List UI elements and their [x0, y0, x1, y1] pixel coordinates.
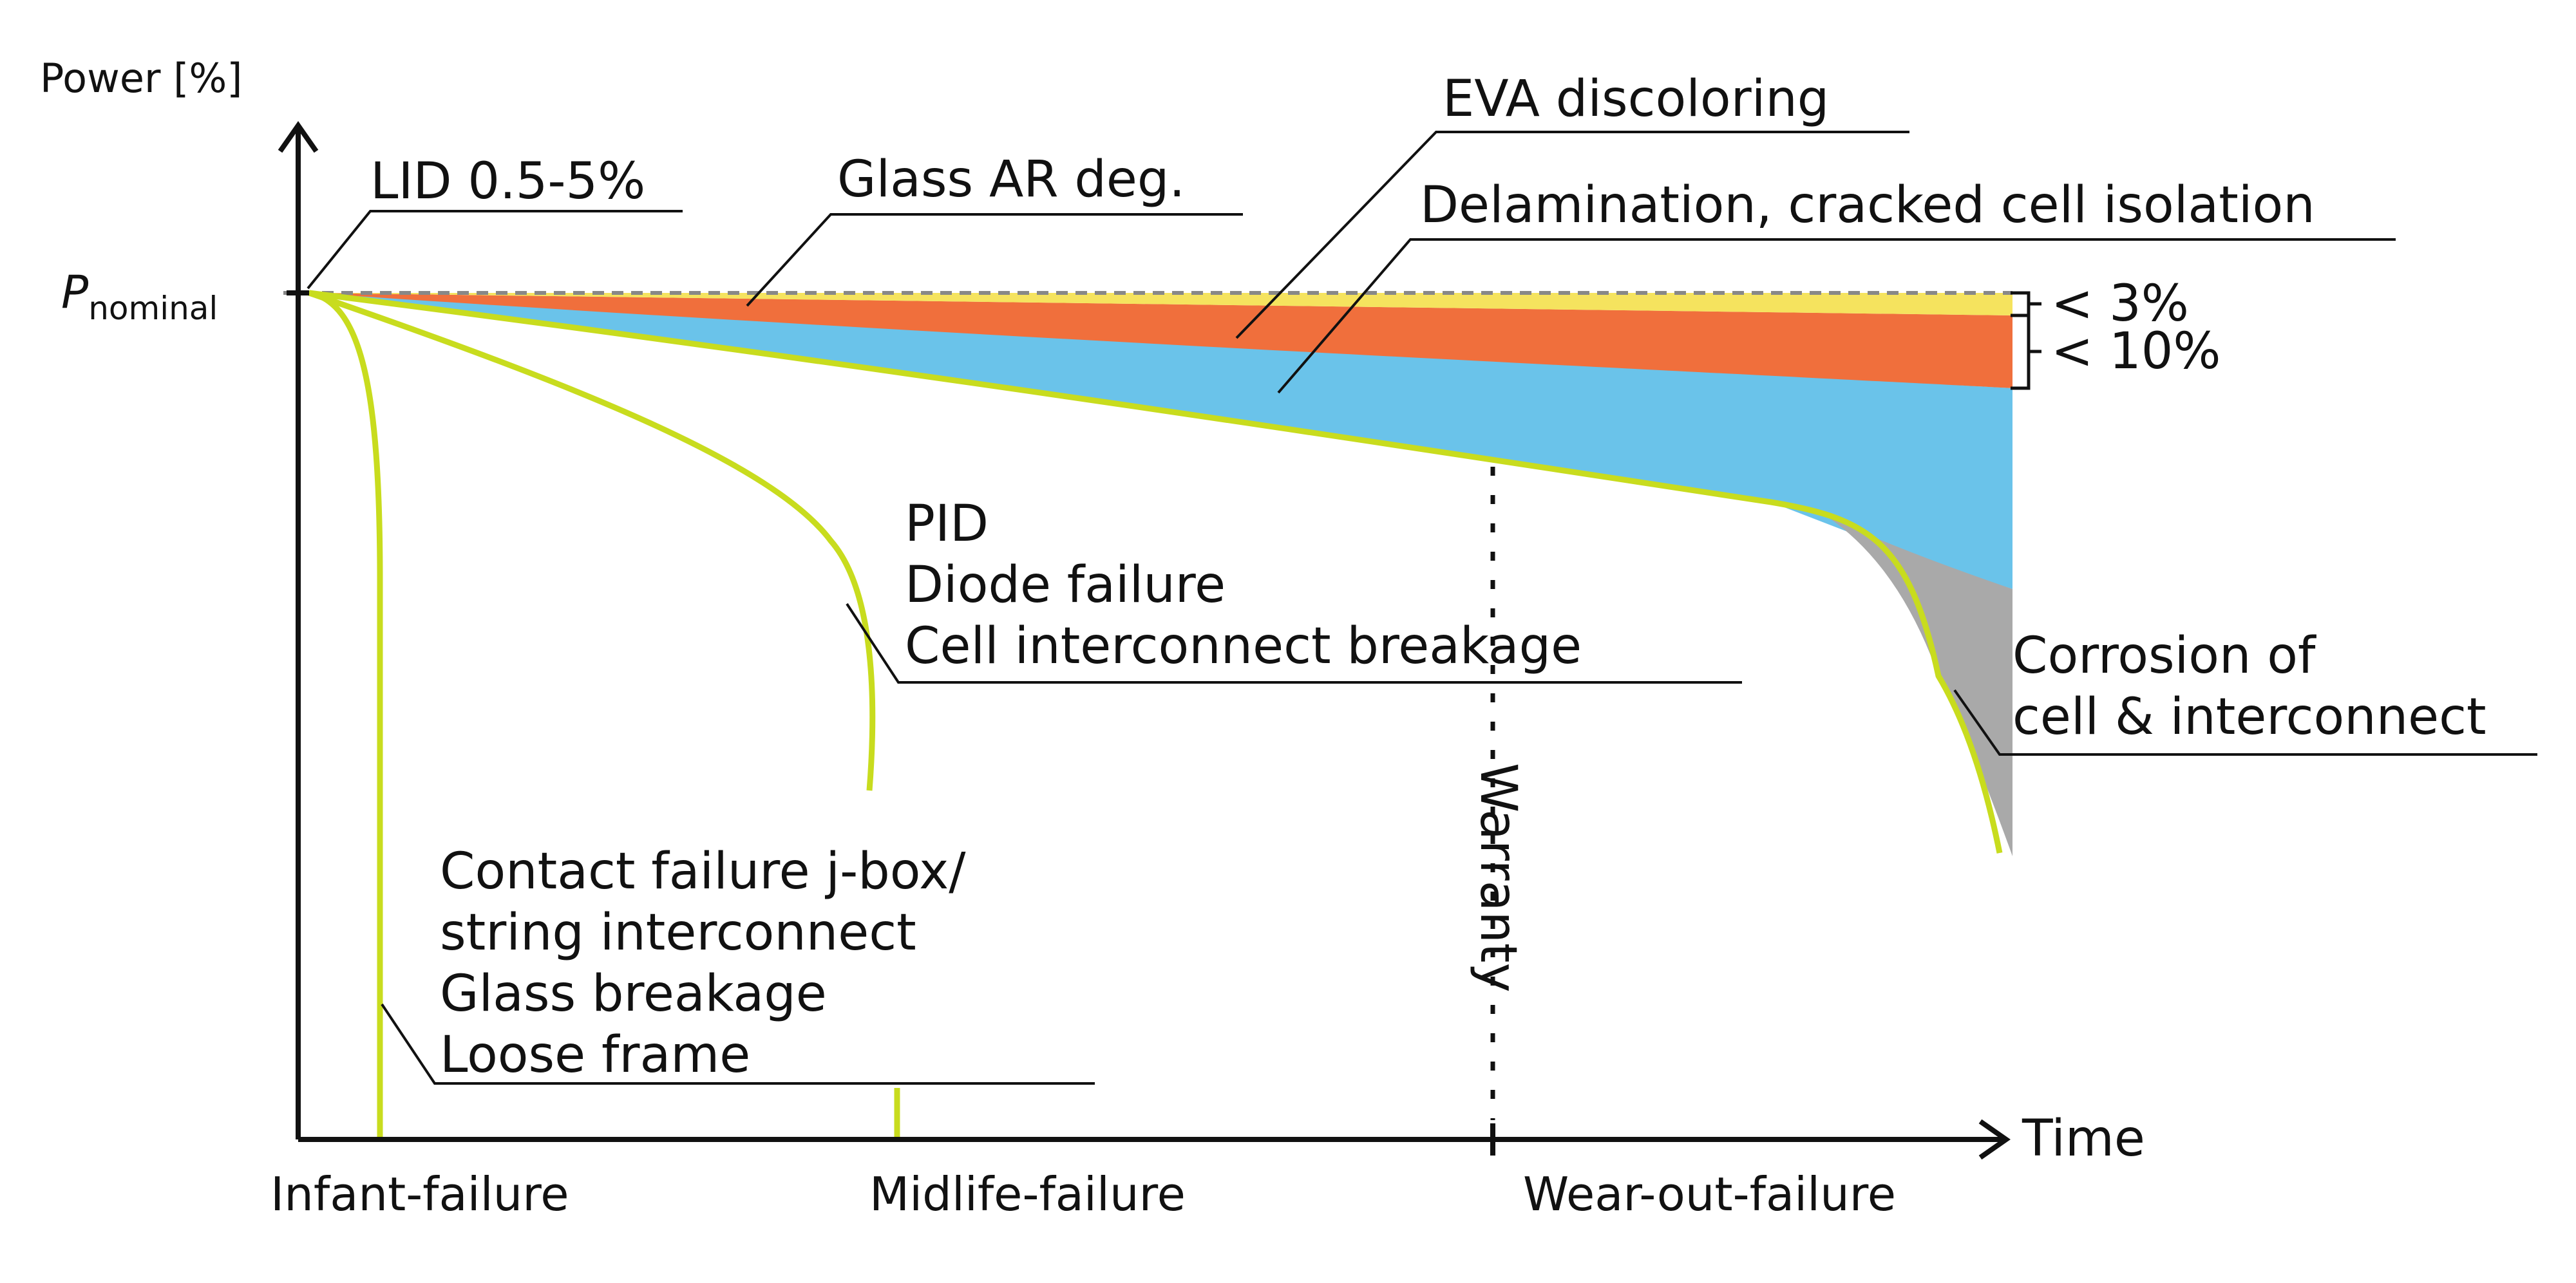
- corrosion-label-2: cell & interconnect: [2012, 688, 2486, 746]
- x-axis-label: Time: [2022, 1110, 2145, 1168]
- nominal-power-subscript: nominal: [88, 290, 218, 327]
- eva-band: [309, 293, 2012, 388]
- glass-ar-band: [309, 293, 2012, 315]
- midlife-curve: [308, 290, 876, 791]
- x-axis-arrowhead: [1978, 1119, 2011, 1160]
- bracket-3pct-label: < 3%: [2051, 275, 2189, 333]
- infant-label-contact: Contact failure j-box/: [440, 843, 966, 901]
- warranty-label: Warranty: [1469, 763, 1527, 993]
- eva-leader: [1235, 131, 1909, 339]
- phase-label-midlife: Midlife-failure: [869, 1167, 1186, 1221]
- lid-leader: [307, 210, 683, 290]
- midlife-label-diode: Diode failure: [905, 556, 1226, 614]
- phase-label-infant: Infant-failure: [270, 1167, 569, 1221]
- glass-ar-leader: [746, 213, 1243, 307]
- infant-leader: [381, 1003, 1095, 1085]
- corrosion-label-1: Corrosion of: [2012, 627, 2316, 685]
- y-axis-arrowhead: [278, 121, 319, 153]
- infant-label-frame: Loose frame: [440, 1026, 750, 1084]
- phase-label-wear-out: Wear-out-failure: [1523, 1167, 1896, 1221]
- bracket-3pct: [2011, 291, 2031, 317]
- midlife-leader: [846, 603, 1742, 684]
- nominal-power-symbol: P: [61, 266, 89, 319]
- glass-ar-label: Glass AR deg.: [837, 151, 1185, 209]
- corrosion-band: [1828, 517, 2012, 856]
- bracket-10pct: [2011, 314, 2031, 390]
- infant-curve: [308, 290, 383, 1139]
- eva-label: EVA discoloring: [1443, 70, 1829, 128]
- wear-out-curve: [308, 290, 2003, 854]
- infant-label-glass: Glass breakage: [440, 965, 827, 1023]
- corrosion-leader: [1953, 689, 2537, 756]
- lid-label: LID 0.5-5%: [370, 153, 645, 211]
- midlife-label-interconnect: Cell interconnect breakage: [905, 617, 1582, 675]
- delamination-label: Delamination, cracked cell isolation: [1420, 176, 2315, 234]
- infant-label-string: string interconnect: [440, 904, 916, 962]
- delamination-band: [309, 293, 2012, 589]
- delamination-leader: [1277, 238, 2396, 394]
- nominal-power-label: Pnominal: [61, 266, 218, 327]
- midlife-label-pid: PID: [905, 495, 989, 553]
- bracket-10pct-label: < 10%: [2051, 323, 2221, 380]
- y-axis-label: Power [%]: [40, 55, 242, 102]
